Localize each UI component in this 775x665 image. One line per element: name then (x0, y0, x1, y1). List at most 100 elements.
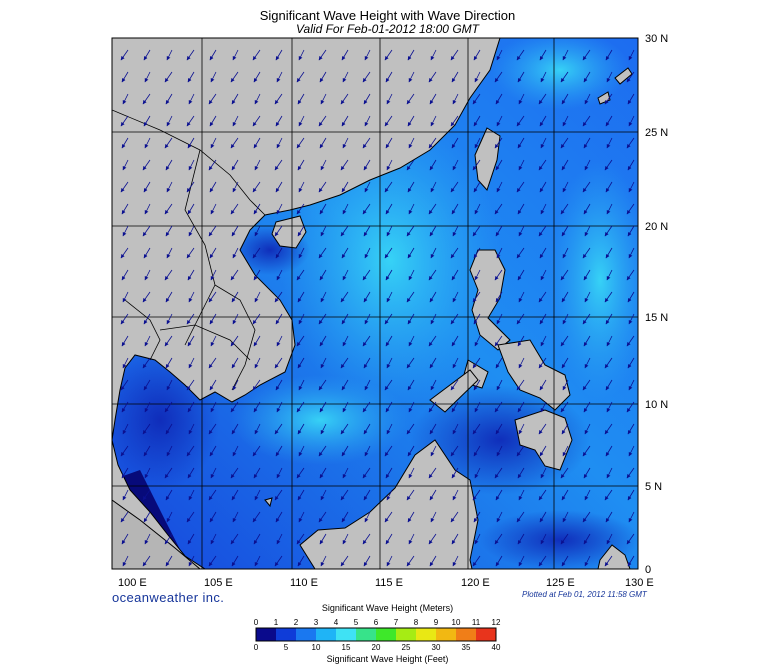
wave-arrow (562, 379, 569, 391)
wave-arrow (495, 225, 503, 237)
wave-arrow (296, 269, 305, 281)
lon-label: 100 E (118, 577, 147, 589)
wave-arrow (583, 269, 591, 281)
wave-arrow (122, 291, 129, 303)
wave-arrow (318, 181, 327, 193)
colorbar-swatch (256, 628, 277, 641)
wave-arrow (340, 159, 349, 171)
wave-arrow (516, 511, 525, 523)
wave-arrow (340, 423, 349, 435)
wave-arrow (560, 335, 569, 347)
wave-arrow (276, 335, 283, 347)
wave-arrow (450, 115, 459, 127)
wave-arrow (144, 71, 151, 83)
wave-arrow (385, 467, 393, 479)
wave-arrow (582, 445, 591, 457)
wave-arrow (297, 555, 305, 567)
colorbar-swatch (276, 628, 297, 641)
wave-arrow (472, 423, 481, 435)
wave-arrow (342, 467, 349, 479)
wave-arrow (319, 467, 327, 479)
wave-arrow (164, 533, 173, 545)
wave-arrow (232, 247, 239, 259)
wave-arrow (297, 225, 305, 237)
wave-arrow (496, 511, 503, 523)
wave-arrow (319, 203, 327, 215)
wave-arrow (296, 335, 305, 347)
wave-arrow (408, 71, 415, 83)
wave-arrow (362, 137, 371, 149)
wave-arrow (120, 49, 129, 61)
colorbar-tick-meters: 9 (434, 618, 439, 627)
wave-arrow (120, 511, 129, 523)
colorbar-tick-meters: 2 (294, 618, 299, 627)
wave-arrow (142, 357, 151, 369)
wave-arrow (605, 313, 613, 325)
wave-arrow (186, 379, 195, 391)
wave-arrow (450, 313, 459, 325)
wave-arrow (276, 137, 283, 149)
wave-arrow (385, 137, 393, 149)
wave-arrow (560, 269, 569, 281)
wave-arrow (186, 511, 195, 523)
wave-arrow (626, 137, 635, 149)
wave-arrow (430, 49, 437, 61)
wave-arrow (472, 357, 481, 369)
wave-arrow (188, 225, 195, 237)
wave-arrow (121, 269, 129, 281)
wave-arrow (451, 401, 459, 413)
wave-arrow (253, 467, 261, 479)
lat-label: 10 N (645, 399, 668, 411)
graticule (112, 38, 638, 569)
wave-arrow (451, 71, 459, 83)
wave-arrow (450, 247, 459, 259)
wave-arrow (604, 357, 613, 369)
wave-arrow (406, 291, 415, 303)
wave-arrow (340, 357, 349, 369)
wave-arrow (275, 49, 283, 61)
wave-arrow (494, 269, 503, 281)
wave-arrow (518, 93, 525, 105)
wave-arrow (188, 159, 195, 171)
wave-arrow (254, 159, 261, 171)
wave-arrow (384, 511, 393, 523)
wave-arrow (364, 379, 371, 391)
wave-arrow (364, 115, 371, 127)
wave-arrow (494, 71, 503, 83)
wave-arrow (276, 401, 283, 413)
wave-arrow (164, 401, 173, 413)
wave-arrow (582, 379, 591, 391)
wave-arrow (627, 291, 635, 303)
high-wave-zone (230, 375, 410, 465)
wave-arrow (362, 401, 371, 413)
wave-arrow (518, 423, 525, 435)
wave-arrow (230, 335, 239, 347)
wave-arrow (276, 203, 283, 215)
wave-arrow (472, 489, 481, 501)
wave-arrow (143, 445, 151, 457)
wave-arrow (628, 49, 635, 61)
wave-arrow (605, 379, 613, 391)
wave-arrow (230, 533, 239, 545)
wave-arrow (496, 313, 503, 325)
wave-arrow (210, 203, 217, 215)
lat-label: 30 N (645, 33, 668, 45)
colorbar-swatch (316, 628, 337, 641)
wave-arrow (363, 555, 371, 567)
wave-arrow (186, 313, 195, 325)
wave-arrow (474, 137, 481, 149)
wave-arrow (363, 357, 371, 369)
wave-arrow (517, 467, 525, 479)
wave-arrow (516, 247, 525, 259)
wave-arrow (342, 203, 349, 215)
wave-arrow (584, 93, 591, 105)
wave-arrow (408, 269, 415, 281)
wave-arrow (606, 203, 613, 215)
wave-arrow (276, 269, 283, 281)
wave-arrow (341, 379, 349, 391)
wave-arrow (253, 401, 261, 413)
wave-arrow (275, 313, 283, 325)
wave-arrow (584, 489, 591, 501)
wave-arrow (164, 203, 173, 215)
wave-arrow (406, 159, 415, 171)
